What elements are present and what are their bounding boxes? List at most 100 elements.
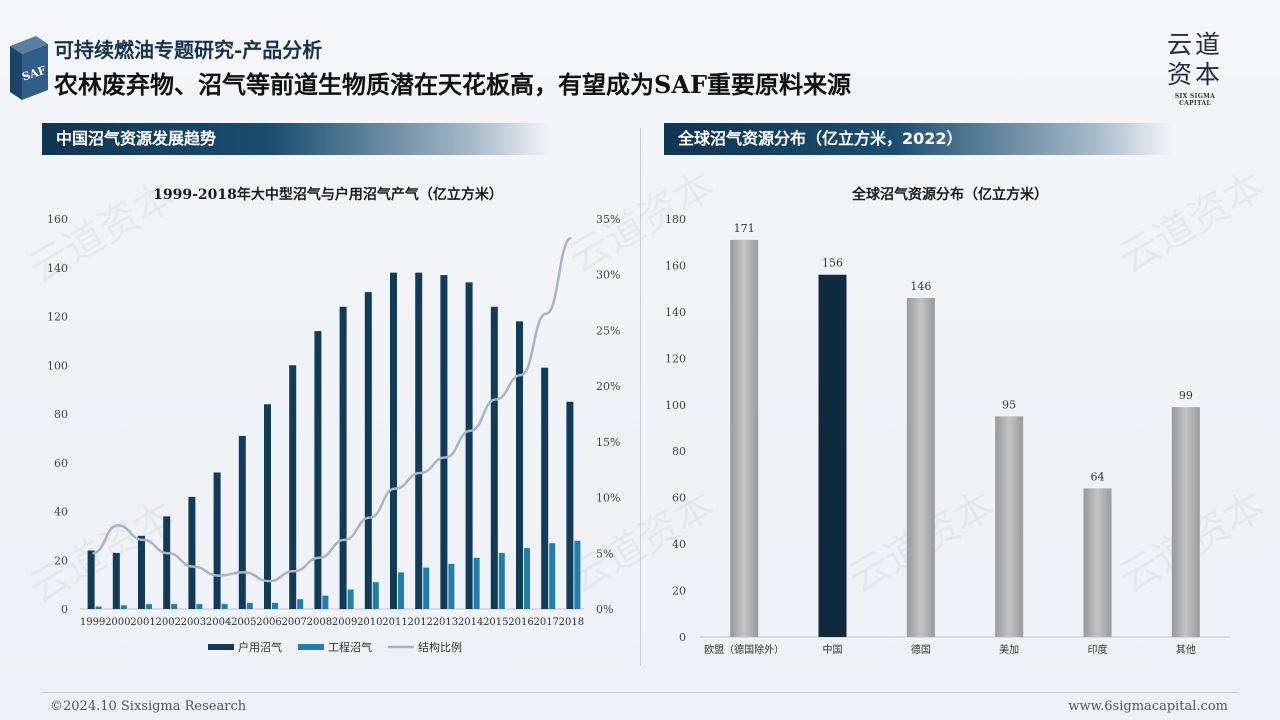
bar — [1083, 488, 1112, 637]
bar-household — [490, 306, 498, 609]
data-label: 64 — [1091, 470, 1105, 483]
bar-engineering — [196, 604, 203, 609]
left-chart-title: 1999-2018年大中型沼气与户用沼气产气（亿立方米） — [153, 187, 503, 203]
bar-engineering — [297, 599, 304, 609]
x-tick-label: 2010 — [357, 617, 382, 628]
legend-label: 结构比例 — [418, 640, 462, 654]
bar-engineering — [398, 572, 404, 609]
legend-swatch-engineering — [298, 644, 324, 650]
y2-tick-label: 0% — [596, 603, 613, 616]
x-tick-label: 2000 — [105, 617, 130, 628]
x-tick-label: 1999 — [80, 617, 105, 628]
data-label: 146 — [910, 280, 931, 293]
data-label: 99 — [1179, 389, 1193, 402]
x-tick-label: 2018 — [559, 617, 584, 628]
x-tick-label: 2015 — [483, 617, 508, 628]
x-tick-label: 2002 — [155, 617, 180, 628]
watermark-text: 云道资本 — [1106, 474, 1274, 604]
bar-household — [213, 472, 221, 609]
bar-household — [289, 365, 297, 609]
y2-tick-label: 20% — [596, 380, 620, 393]
bar-household — [339, 306, 347, 609]
x-tick-label: 2016 — [508, 617, 533, 628]
brand-name-en: SIX SIGMA CAPITAL — [1174, 93, 1216, 107]
y2-tick-label: 30% — [596, 269, 620, 282]
bar-engineering — [549, 543, 556, 609]
bar-household — [87, 550, 95, 609]
bar-engineering — [120, 605, 127, 609]
x-tick-label: 2017 — [533, 617, 558, 628]
bar-engineering — [574, 540, 581, 609]
bar — [1171, 407, 1200, 637]
y-tick-label: 100 — [47, 359, 68, 372]
bar-engineering — [423, 567, 430, 609]
brand-logo: 云道资本 SIX SIGMA CAPITAL — [1160, 30, 1230, 107]
y2-tick-label: 35% — [596, 213, 620, 226]
bar-engineering — [372, 582, 379, 609]
x-tick-label: 德国 — [911, 643, 931, 656]
y2-tick-label: 10% — [596, 492, 620, 505]
page-subtitle: 可持续燃油专题研究-产品分析 — [54, 38, 323, 62]
y-tick-label: 80 — [54, 408, 68, 421]
bar-engineering — [347, 589, 354, 609]
ratio-line — [92, 236, 572, 583]
x-tick-label: 2012 — [407, 617, 432, 628]
y-tick-label: 0 — [679, 631, 686, 644]
x-tick-label: 2005 — [231, 617, 256, 628]
y-tick-label: 160 — [47, 213, 68, 226]
bar-engineering — [524, 548, 530, 609]
x-tick-label: 2011 — [382, 617, 407, 628]
bar-household — [364, 292, 372, 609]
bar-household — [541, 367, 549, 609]
y-tick-label: 40 — [54, 506, 68, 519]
x-tick-label: 2014 — [458, 617, 483, 628]
bar-household — [415, 272, 423, 609]
x-tick-label: 2003 — [181, 617, 206, 628]
y-tick-label: 160 — [665, 259, 686, 272]
bar-engineering — [272, 602, 278, 609]
x-tick-label: 2009 — [332, 617, 357, 628]
x-tick-label: 2001 — [130, 617, 155, 628]
bar-engineering — [146, 604, 152, 609]
y-tick-label: 120 — [665, 352, 686, 365]
bar-household — [238, 435, 246, 609]
bar-household — [264, 404, 271, 609]
y-tick-label: 140 — [665, 306, 686, 319]
column-divider — [640, 128, 641, 666]
y-tick-label: 120 — [47, 311, 68, 324]
bar-household — [390, 272, 397, 609]
x-tick-label: 中国 — [823, 643, 843, 656]
legend-swatch-household — [208, 644, 234, 650]
x-tick-label: 2008 — [307, 617, 332, 628]
bar-household — [188, 496, 196, 609]
watermark-text: 云道资本 — [16, 484, 184, 614]
bar-household — [138, 535, 145, 609]
bar-household — [112, 552, 120, 609]
x-tick-label: 其他 — [1176, 643, 1196, 656]
watermark-text: 云道资本 — [836, 474, 1004, 604]
bar-household — [516, 321, 523, 609]
bar-engineering — [498, 552, 505, 609]
bar-engineering — [221, 604, 228, 609]
x-tick-label: 美加 — [999, 643, 1019, 656]
bar — [730, 239, 759, 637]
footer-website[interactable]: www.6sigmacapital.com — [1068, 699, 1228, 714]
bar — [818, 274, 847, 637]
bar-household — [566, 401, 574, 609]
bar-household — [314, 331, 322, 609]
legend-label: 户用沼气 — [238, 640, 282, 654]
saf-cube-logo: SAF — [10, 36, 48, 100]
bar-engineering — [95, 606, 102, 609]
page-title: 农林废弃物、沼气等前道生物质潜在天花板高，有望成为SAF重要原料来源 — [54, 70, 851, 99]
x-tick-label: 印度 — [1088, 643, 1108, 656]
footer-copyright: ©2024.10 Sixsigma Research — [50, 699, 247, 714]
right-chart-title: 全球沼气资源分布（亿立方米） — [852, 187, 1048, 203]
y2-tick-label: 25% — [596, 324, 620, 337]
legend-label: 工程沼气 — [328, 640, 372, 654]
y-tick-label: 180 — [665, 213, 686, 226]
data-label: 156 — [822, 257, 843, 270]
footer-divider — [42, 692, 1238, 693]
y2-tick-label: 15% — [596, 436, 620, 449]
data-label: 171 — [734, 222, 755, 235]
y-tick-label: 60 — [54, 457, 68, 470]
